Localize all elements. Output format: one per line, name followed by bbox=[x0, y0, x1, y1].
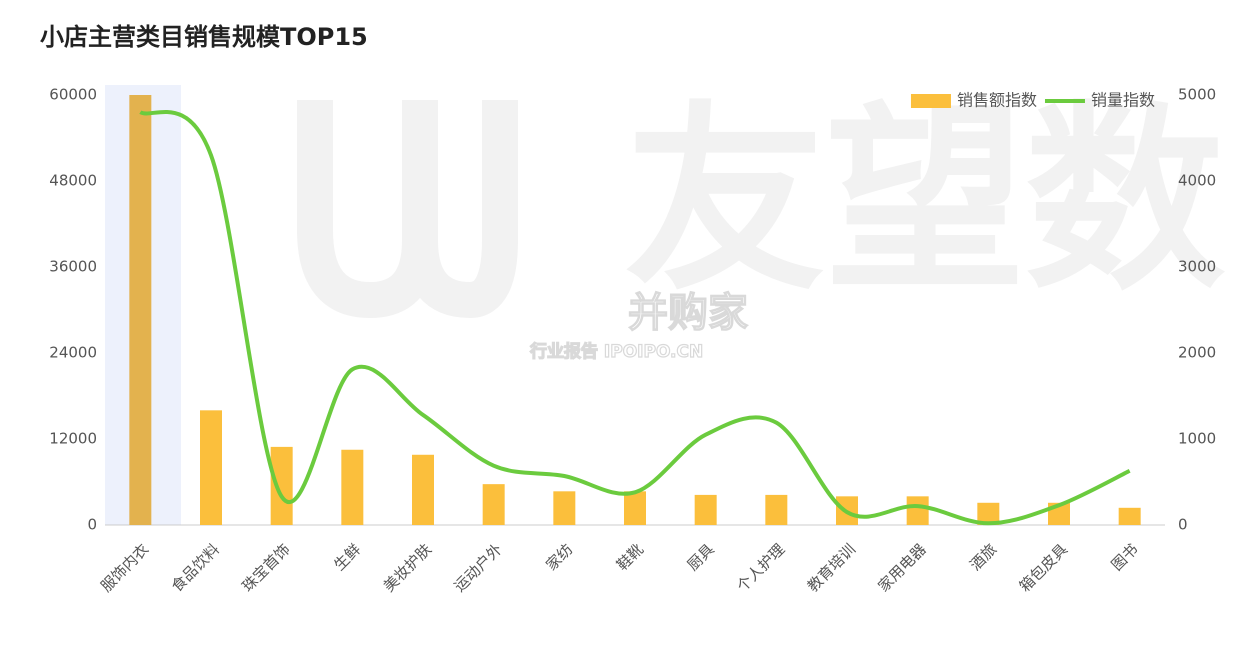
watermark: 友望数 并购家 行业报告 IPOIPO.CN bbox=[297, 85, 1225, 363]
watermark-logo bbox=[297, 100, 518, 319]
bar bbox=[694, 494, 717, 525]
bar bbox=[270, 446, 293, 525]
x-tick-label: 家纺 bbox=[542, 540, 576, 574]
y-tick-label: 36000 bbox=[49, 258, 97, 276]
y2-tick-label: 0 bbox=[1178, 516, 1188, 534]
x-tick-label: 酒旅 bbox=[966, 540, 1000, 574]
watermark-text: 友望数 bbox=[625, 85, 1225, 318]
legend-label: 销量指数 bbox=[1091, 91, 1155, 110]
bar bbox=[765, 494, 788, 525]
bar bbox=[200, 410, 222, 525]
bar bbox=[977, 502, 1000, 525]
legend-label: 销售额指数 bbox=[957, 91, 1037, 110]
x-tick-label: 美妆护肤 bbox=[380, 540, 435, 595]
y2-tick-label: 5000 bbox=[1178, 86, 1216, 104]
bar bbox=[412, 454, 434, 525]
y2-tick-label: 4000 bbox=[1178, 172, 1216, 190]
chart-title: 小店主营类目销售规模TOP15 bbox=[40, 23, 368, 51]
bar bbox=[129, 95, 152, 525]
x-tick-label: 运动户外 bbox=[451, 540, 506, 595]
y2-tick-label: 2000 bbox=[1178, 344, 1216, 362]
bar bbox=[624, 491, 646, 525]
y-tick-label: 12000 bbox=[49, 430, 97, 448]
legend-swatch bbox=[910, 94, 951, 108]
x-tick-label: 箱包皮具 bbox=[1016, 540, 1071, 595]
x-tick-label: 鞋靴 bbox=[613, 540, 647, 574]
bar bbox=[341, 449, 364, 525]
bar bbox=[553, 491, 576, 525]
line bbox=[139, 109, 1131, 526]
y-tick-label: 60000 bbox=[49, 86, 97, 104]
x-tick-label: 厨具 bbox=[684, 540, 718, 574]
y-tick-label: 48000 bbox=[49, 172, 97, 190]
x-tick-label: 珠宝首饰 bbox=[239, 540, 294, 595]
watermark-text: 并购家 bbox=[628, 290, 748, 336]
x-tick-label: 教育培训 bbox=[804, 540, 859, 595]
bar bbox=[1118, 507, 1141, 525]
x-tick-label: 个人护理 bbox=[733, 540, 788, 595]
y-tick-label: 24000 bbox=[49, 344, 97, 362]
y-tick-label: 0 bbox=[87, 516, 97, 534]
bar bbox=[906, 496, 929, 525]
x-tick-label: 食品饮料 bbox=[168, 540, 223, 595]
y2-tick-label: 3000 bbox=[1178, 258, 1216, 276]
x-tick-label: 图书 bbox=[1108, 540, 1142, 574]
x-tick-label: 生鲜 bbox=[330, 540, 364, 574]
x-tick-label: 家用电器 bbox=[875, 540, 930, 595]
y2-tick-label: 1000 bbox=[1178, 430, 1216, 448]
x-tick-label: 服饰内衣 bbox=[97, 540, 152, 595]
bar bbox=[482, 484, 505, 525]
watermark-text: 行业报告 IPOIPO.CN bbox=[529, 341, 703, 362]
